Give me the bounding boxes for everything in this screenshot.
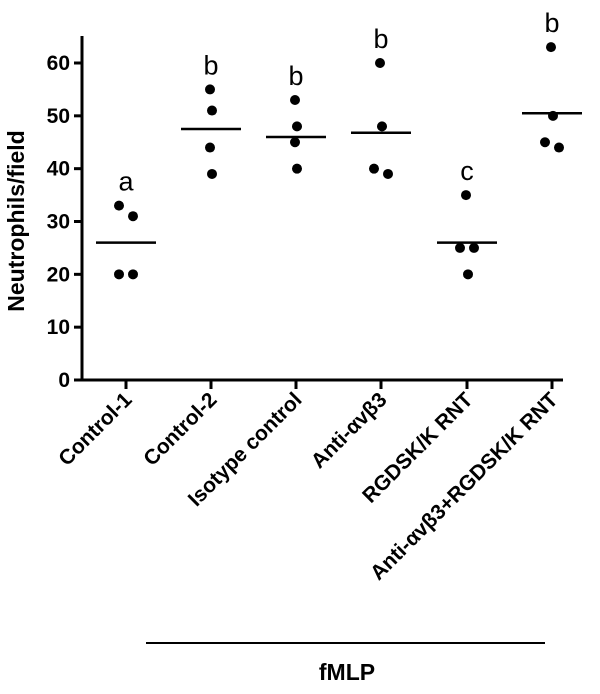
significance-letter: b: [288, 61, 303, 91]
y-tick-label: 40: [47, 158, 70, 181]
data-point: [207, 105, 217, 116]
data-point: [292, 163, 302, 174]
significance-letter: a: [118, 167, 134, 197]
group: a: [96, 167, 156, 280]
data-point: [377, 121, 387, 132]
y-ticks: 0 10 20 30 40 50 60: [47, 52, 82, 392]
data-point: [375, 58, 385, 68]
data-point: [554, 142, 564, 153]
group: b: [266, 61, 326, 174]
y-tick-label: 20: [47, 263, 70, 286]
data-point: [290, 137, 300, 148]
y-tick-label: 10: [47, 316, 70, 339]
data-point: [114, 269, 124, 280]
data-point: [383, 168, 393, 179]
significance-letter: b: [544, 8, 559, 38]
data-point: [292, 121, 302, 132]
data-marks: a b b b c b: [96, 8, 582, 280]
data-point: [369, 163, 379, 174]
x-tick-label: Anti-αvβ3: [307, 388, 392, 473]
data-point: [469, 242, 479, 253]
axes: [80, 36, 563, 382]
data-point: [546, 42, 556, 53]
group: b: [522, 8, 582, 153]
fmlp-bracket-label: fMLP: [319, 659, 375, 685]
significance-letter: b: [203, 50, 218, 80]
data-point: [205, 142, 215, 153]
fmlp-bracket: fMLP: [146, 642, 545, 685]
y-tick-label: 30: [47, 211, 70, 234]
data-point: [461, 190, 471, 201]
data-point: [128, 211, 138, 222]
y-tick-label: 60: [47, 52, 70, 75]
x-tick-label: Control-1: [54, 388, 136, 470]
x-tick-label: Control-2: [139, 388, 221, 470]
data-point: [463, 269, 473, 280]
significance-letter: b: [373, 24, 388, 54]
data-point: [114, 200, 124, 211]
data-point: [205, 84, 215, 95]
data-point: [290, 94, 300, 105]
group: c: [437, 156, 497, 280]
group: b: [351, 24, 411, 179]
data-point: [207, 168, 217, 179]
data-point: [455, 242, 465, 253]
group: b: [181, 50, 241, 179]
y-tick-label: 50: [47, 105, 70, 128]
y-tick-label: 0: [58, 369, 70, 392]
data-point: [128, 269, 138, 280]
significance-letter: c: [460, 156, 474, 186]
data-point: [540, 137, 550, 148]
y-axis-label: Neutrophils/field: [3, 130, 29, 311]
data-point: [548, 110, 558, 121]
